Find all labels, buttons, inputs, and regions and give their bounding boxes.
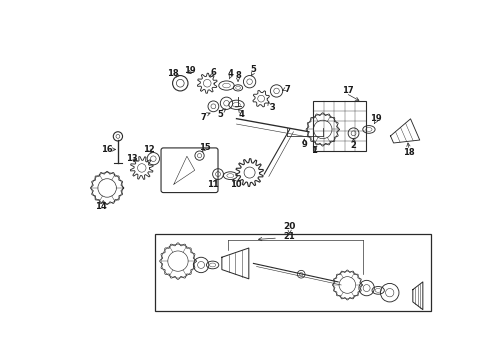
Text: 5: 5 [218, 109, 223, 118]
Text: 16: 16 [101, 145, 113, 154]
Text: 17: 17 [342, 86, 353, 95]
Text: 19: 19 [184, 66, 196, 75]
Text: 7: 7 [284, 85, 290, 94]
Text: 6: 6 [211, 68, 216, 77]
Text: 8: 8 [235, 71, 241, 80]
Text: 9: 9 [301, 140, 307, 149]
Text: 13: 13 [126, 154, 138, 163]
Text: 11: 11 [208, 180, 219, 189]
Text: 19: 19 [370, 114, 382, 123]
Bar [155, 234, 431, 311]
Text: 3: 3 [269, 103, 275, 112]
Text: 2: 2 [351, 141, 356, 150]
Text: 14: 14 [95, 202, 107, 211]
Text: 18: 18 [167, 69, 178, 78]
Text: 15: 15 [199, 143, 211, 152]
Text: 10: 10 [230, 180, 242, 189]
Text: 4: 4 [238, 110, 244, 119]
Text: 20: 20 [283, 222, 296, 231]
Text: 12: 12 [143, 145, 154, 154]
Text: 21: 21 [284, 232, 295, 241]
Bar [314, 100, 366, 150]
Text: 7: 7 [200, 113, 206, 122]
Text: 4: 4 [227, 69, 233, 78]
Text: 18: 18 [403, 148, 415, 157]
Text: 1: 1 [311, 147, 317, 156]
Text: 5: 5 [250, 65, 256, 74]
